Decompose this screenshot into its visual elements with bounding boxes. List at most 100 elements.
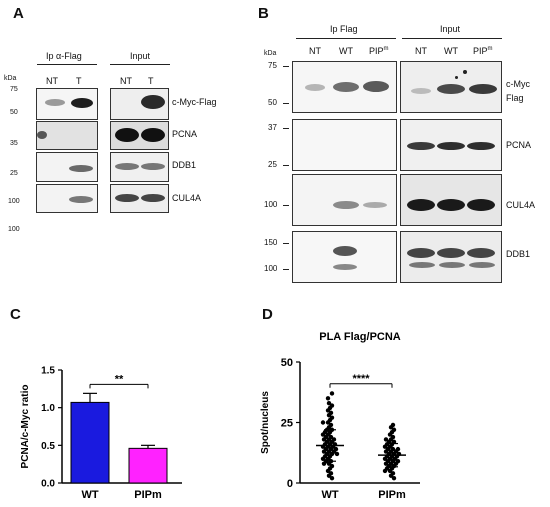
y-tick-label: 25 [281, 418, 293, 430]
y-tick-label: 0 [287, 478, 293, 490]
x-tick-label: PIPm [378, 489, 406, 501]
panel-a-lane-t: T [76, 76, 82, 86]
panel-a-ip-rule [37, 64, 97, 65]
panel-a-blot-ip-cmyc [36, 88, 98, 120]
significance-label: ** [115, 373, 124, 385]
bar-wt [70, 401, 110, 484]
data-point [326, 400, 332, 406]
data-point [321, 449, 327, 454]
data-point [320, 456, 326, 461]
panel-a-mw-100a: 100 [8, 198, 20, 205]
panel-b-blot-ip-pcna [292, 119, 397, 171]
panel-b-mw-37-tick [283, 128, 289, 129]
data-point [334, 451, 340, 457]
y-tick-label: 1.5 [41, 366, 55, 377]
panel-a-blot-ip-cul4a [36, 184, 98, 213]
panel-a-input-rule [110, 64, 170, 65]
panel-a-mw-35: 35 [10, 140, 18, 147]
panel-b-row-cmyc: c-Myc [506, 79, 530, 89]
x-tick-label: PIPm [134, 489, 162, 501]
data-point [326, 473, 332, 478]
panel-b-blot-input-ddb1 [400, 231, 502, 283]
panel-b-blot-input-cmyc [400, 61, 502, 113]
y-axis-label: PCNA/c-Myc ratio [20, 385, 31, 469]
panel-a-ip-label: Ip α-Flag [46, 51, 82, 61]
panel-a-kda: kDa [4, 75, 17, 82]
data-point [326, 413, 332, 418]
panel-a-blot-input-cmyc [110, 88, 169, 120]
panel-b-kda: kDa [264, 50, 277, 57]
chart-title: PLA Flag/PCNA [319, 331, 401, 343]
panel-a-blot-input-ddb1 [110, 152, 169, 182]
panel-b-letter: B [258, 5, 269, 22]
panel-b-mw-100a-tick [283, 205, 289, 206]
panel-a-input-label: Input [130, 51, 151, 61]
panel-b-mw-75: 75 [268, 61, 277, 70]
y-tick-label: 0.5 [41, 441, 55, 452]
panel-b-mw-37: 37 [268, 123, 277, 132]
data-point [388, 473, 394, 478]
panel-a-row-cmyc-flag: c-Myc-Flag [172, 97, 217, 107]
data-point [391, 475, 397, 481]
x-tick-label: WT [321, 489, 338, 501]
panel-b-lane-nt: NT [309, 46, 321, 56]
panel-b-input-lane-nt: NT [415, 46, 427, 56]
panel-b-blot-input-cul4a [400, 174, 502, 226]
panel-b-mw-25: 25 [268, 160, 277, 169]
panel-a-letter: A [13, 5, 24, 22]
panel-b-lane-wt: WT [339, 46, 353, 56]
panel-b-mw-75-tick [283, 66, 289, 67]
panel-b-ip-rule [296, 38, 396, 39]
panel-b-row-ddb1: DDB1 [506, 249, 531, 259]
panel-b-blot-ip-cmyc [292, 61, 397, 113]
panel-b-ip-label: Ip Flag [330, 24, 358, 34]
panel-a-row-ddb1: DDB1 [172, 160, 197, 170]
data-point [329, 475, 335, 481]
data-point [325, 408, 331, 413]
data-point [388, 425, 394, 430]
panel-a-input-lane-t: T [148, 76, 154, 86]
panel-a-blot-input-cul4a [110, 184, 169, 213]
data-point [383, 461, 389, 466]
panel-b-mw-100a: 100 [264, 200, 278, 209]
data-point [321, 461, 327, 466]
panel-a-input-lane-nt: NT [120, 76, 132, 86]
panel-c-chart: 0.0 0.5 1.0 1.5 PCNA/c-Myc ratio WT PIPm ** [20, 366, 182, 501]
data-point [383, 437, 389, 442]
data-point [325, 468, 331, 474]
data-point [382, 444, 388, 449]
panel-b-input-label: Input [440, 24, 461, 34]
panel-a-row-pcna: PCNA [172, 129, 198, 139]
data-point [387, 432, 393, 437]
panel-b-blot-ip-cul4a [292, 174, 397, 226]
y-axis-label: Spot/nucleus [260, 391, 271, 454]
data-point [325, 396, 331, 401]
panel-b-lane-pip: PIPm [369, 46, 389, 56]
panel-a-mw-25: 25 [10, 170, 18, 177]
data-point [383, 449, 389, 454]
panel-a-mw-50: 50 [10, 109, 18, 116]
data-point [320, 432, 326, 437]
data-point [387, 468, 393, 474]
panel-a-lane-nt: NT [46, 76, 58, 86]
data-point [320, 420, 326, 425]
panel-b-input-rule [402, 38, 502, 39]
panel-b-blot-ip-ddb1 [292, 231, 397, 283]
data-point [321, 437, 327, 442]
data-point [382, 468, 388, 474]
y-tick-label: 50 [281, 357, 293, 369]
data-point [326, 461, 332, 466]
panel-a-blot-input-pcna [110, 121, 169, 150]
panel-b-mw-150: 150 [264, 238, 278, 247]
panel-b-mw-50-tick [283, 103, 289, 104]
bar-pipm [128, 447, 168, 484]
data-point [325, 420, 331, 425]
panel-b-mw-25-tick [283, 165, 289, 166]
data-point [329, 391, 335, 396]
y-tick-label: 1.0 [41, 403, 55, 414]
panel-b-row-cul4a: CUL4A [506, 200, 536, 210]
panel-a-row-cul4a: CUL4A [172, 193, 202, 203]
panel-b-blot-input-pcna [400, 119, 502, 171]
panel-b-mw-100b-tick [283, 269, 289, 270]
panel-c-letter: C [10, 306, 21, 323]
